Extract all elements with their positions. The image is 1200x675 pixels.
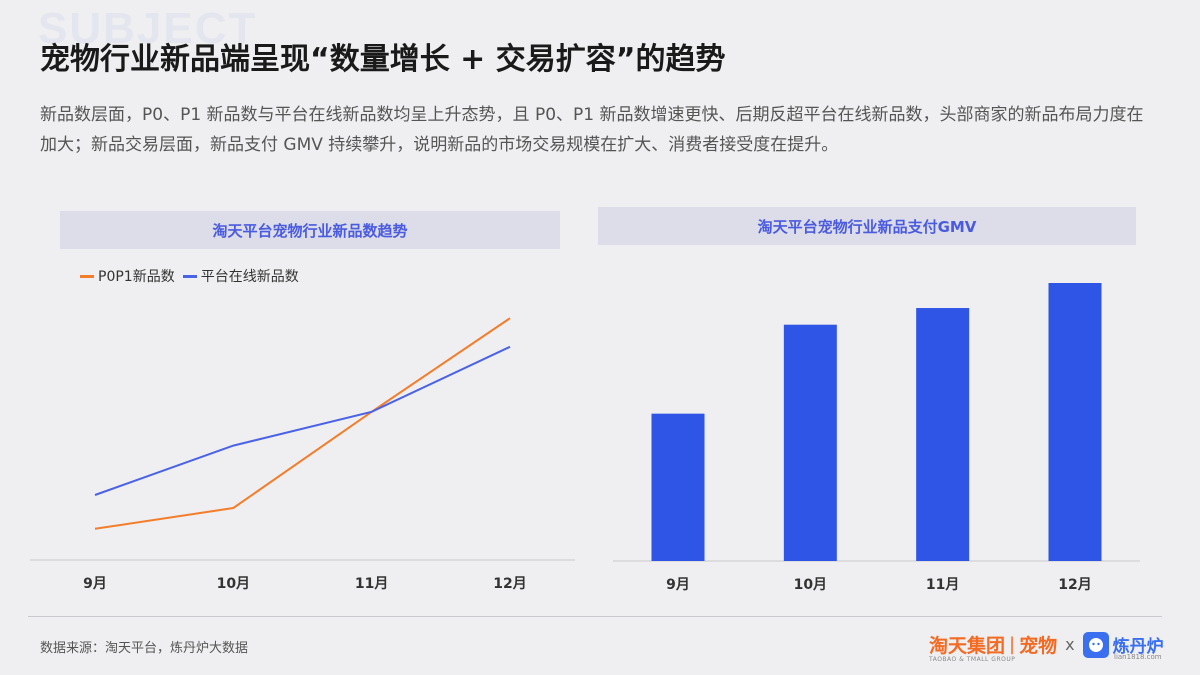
gmv-bar [783,324,837,561]
line-chart-x-tick: 9月 [83,576,107,592]
bar-chart-x-tick: 12月 [1058,577,1091,593]
gmv-bar [1048,283,1102,561]
legend-label-platform: 平台在线新品数 [200,269,299,285]
brand-separator: | [1009,634,1016,655]
gmv-bar [651,413,705,561]
watermark: SUBJECT [38,4,258,53]
liandanlu-logo: 炼丹炉 [1112,637,1164,657]
gmv-bar [916,308,970,561]
bar-chart-x-tick: 11月 [926,577,959,593]
taotian-logo-subtitle: TAOBAO & TMALL GROUP [929,656,1016,663]
legend-item-platform: 平台在线新品数 [182,266,299,286]
pet-label: 宠物 [1019,635,1058,657]
liandanlu-logo-icon [1082,631,1109,658]
line-chart-x-tick: 10月 [217,576,250,592]
description: 新品数层面，P0、P1 新品数与平台在线新品数均呈上升态势，且 P0、P1 新品… [40,105,1144,155]
footer-divider [28,616,1162,617]
legend-swatch-platform [182,274,197,278]
brand-logos: 淘天集团 | 宠物 x 炼丹炉 [929,631,1164,658]
line-chart-legend: P0P1新品数 平台在线新品数 [80,266,307,286]
page-title: 宠物行业新品端呈现“数量增长 + 交易扩容”的趋势 [40,42,726,77]
line-chart-x-tick: 12月 [493,576,526,592]
legend-label-p0p1: P0P1新品数 [98,269,175,285]
data-source: 数据来源：淘天平台，炼丹炉大数据 [40,641,249,656]
bar-chart-title: 淘天平台宠物行业新品支付GMV [598,207,1136,245]
line-series-platform [94,345,511,496]
liandanlu-logo-subtitle: lian1818.com [1114,653,1162,661]
brand-x: x [1065,635,1075,654]
bar-chart-x-tick: 9月 [666,577,690,593]
legend-item-p0p1: P0P1新品数 [80,266,175,286]
line-chart-x-tick: 11月 [355,576,388,592]
bar-chart-x-tick: 10月 [794,577,827,593]
line-chart-title: 淘天平台宠物行业新品数趋势 [60,211,560,249]
legend-swatch-p0p1 [80,274,94,278]
line-series-p0p1 [94,317,511,530]
taotian-logo: 淘天集团 [929,635,1006,657]
